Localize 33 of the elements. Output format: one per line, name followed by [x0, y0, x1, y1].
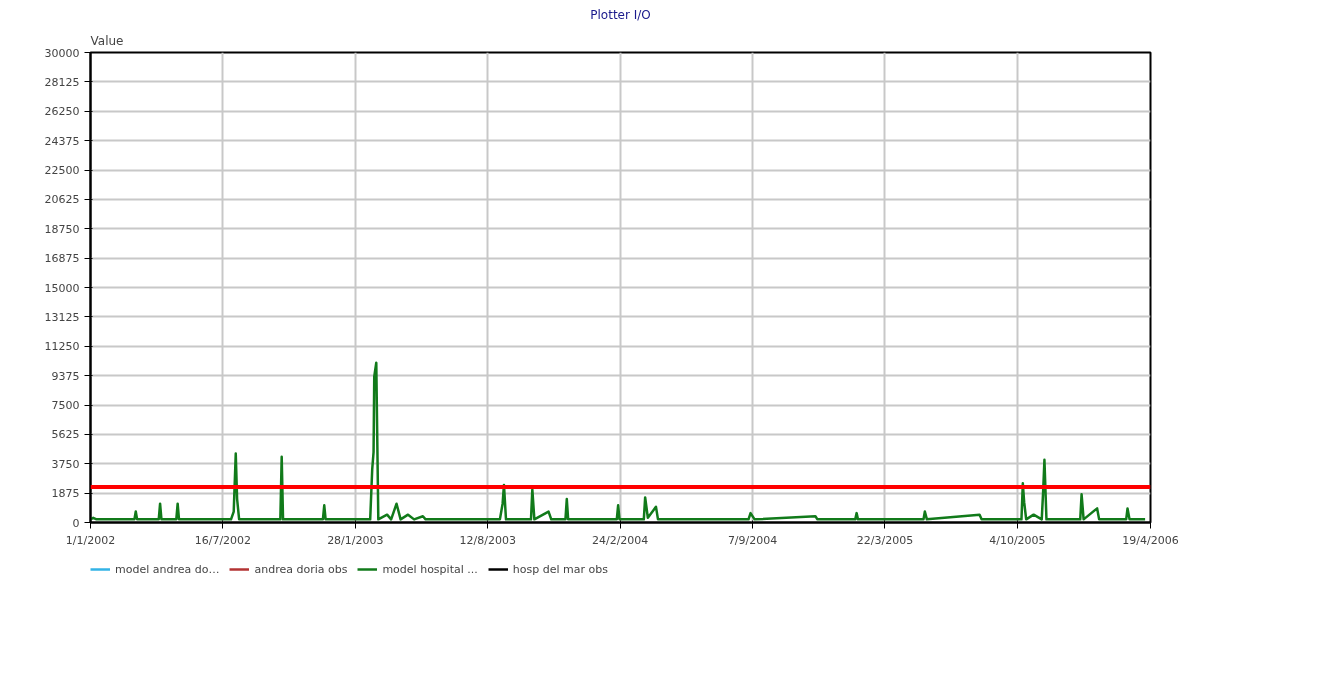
y-tick-label: 13125 — [44, 310, 80, 324]
y-tick-label: 18750 — [44, 222, 80, 236]
y-tick-label: 1875 — [51, 487, 80, 501]
y-axis-title: Value — [90, 33, 124, 48]
chart-title: Plotter I/O — [590, 7, 651, 22]
y-tick-label: 11250 — [44, 340, 80, 354]
legend-label: andrea doria obs — [254, 562, 348, 576]
y-tick-label: 30000 — [44, 46, 80, 60]
x-tick-label: 12/8/2003 — [459, 533, 516, 547]
y-tick-label: 3750 — [51, 457, 80, 471]
legend-label: hosp del mar obs — [512, 562, 608, 576]
y-tick-label: 5625 — [51, 428, 80, 442]
y-tick-label: 16875 — [44, 252, 80, 266]
y-tick-label: 0 — [72, 516, 80, 530]
x-tick-label: 7/9/2004 — [727, 533, 778, 547]
x-tick-label: 1/1/2002 — [65, 533, 116, 547]
x-tick-label: 22/3/2005 — [856, 533, 914, 547]
x-tick-label: 24/2/2004 — [591, 533, 649, 547]
y-tick-label: 7500 — [51, 399, 80, 412]
legend-label: model andrea do… — [115, 562, 220, 576]
y-tick-label: 9375 — [51, 369, 80, 383]
y-tick-label: 15000 — [44, 281, 80, 295]
legend-label: model hospital ... — [382, 562, 478, 576]
y-tick-label: 28125 — [44, 75, 80, 89]
x-tick-label: 19/4/2006 — [1122, 533, 1179, 547]
y-tick-label: 26250 — [44, 105, 80, 119]
y-tick-label: 20625 — [44, 193, 80, 207]
x-tick-label: 16/7/2002 — [194, 533, 252, 547]
y-tick-label: 24375 — [44, 134, 80, 148]
x-tick-label: 28/1/2003 — [327, 533, 384, 547]
y-tick-label: 22500 — [44, 164, 80, 177]
line-series — [90, 361, 1147, 521]
x-tick-label: 4/10/2005 — [989, 533, 1046, 547]
